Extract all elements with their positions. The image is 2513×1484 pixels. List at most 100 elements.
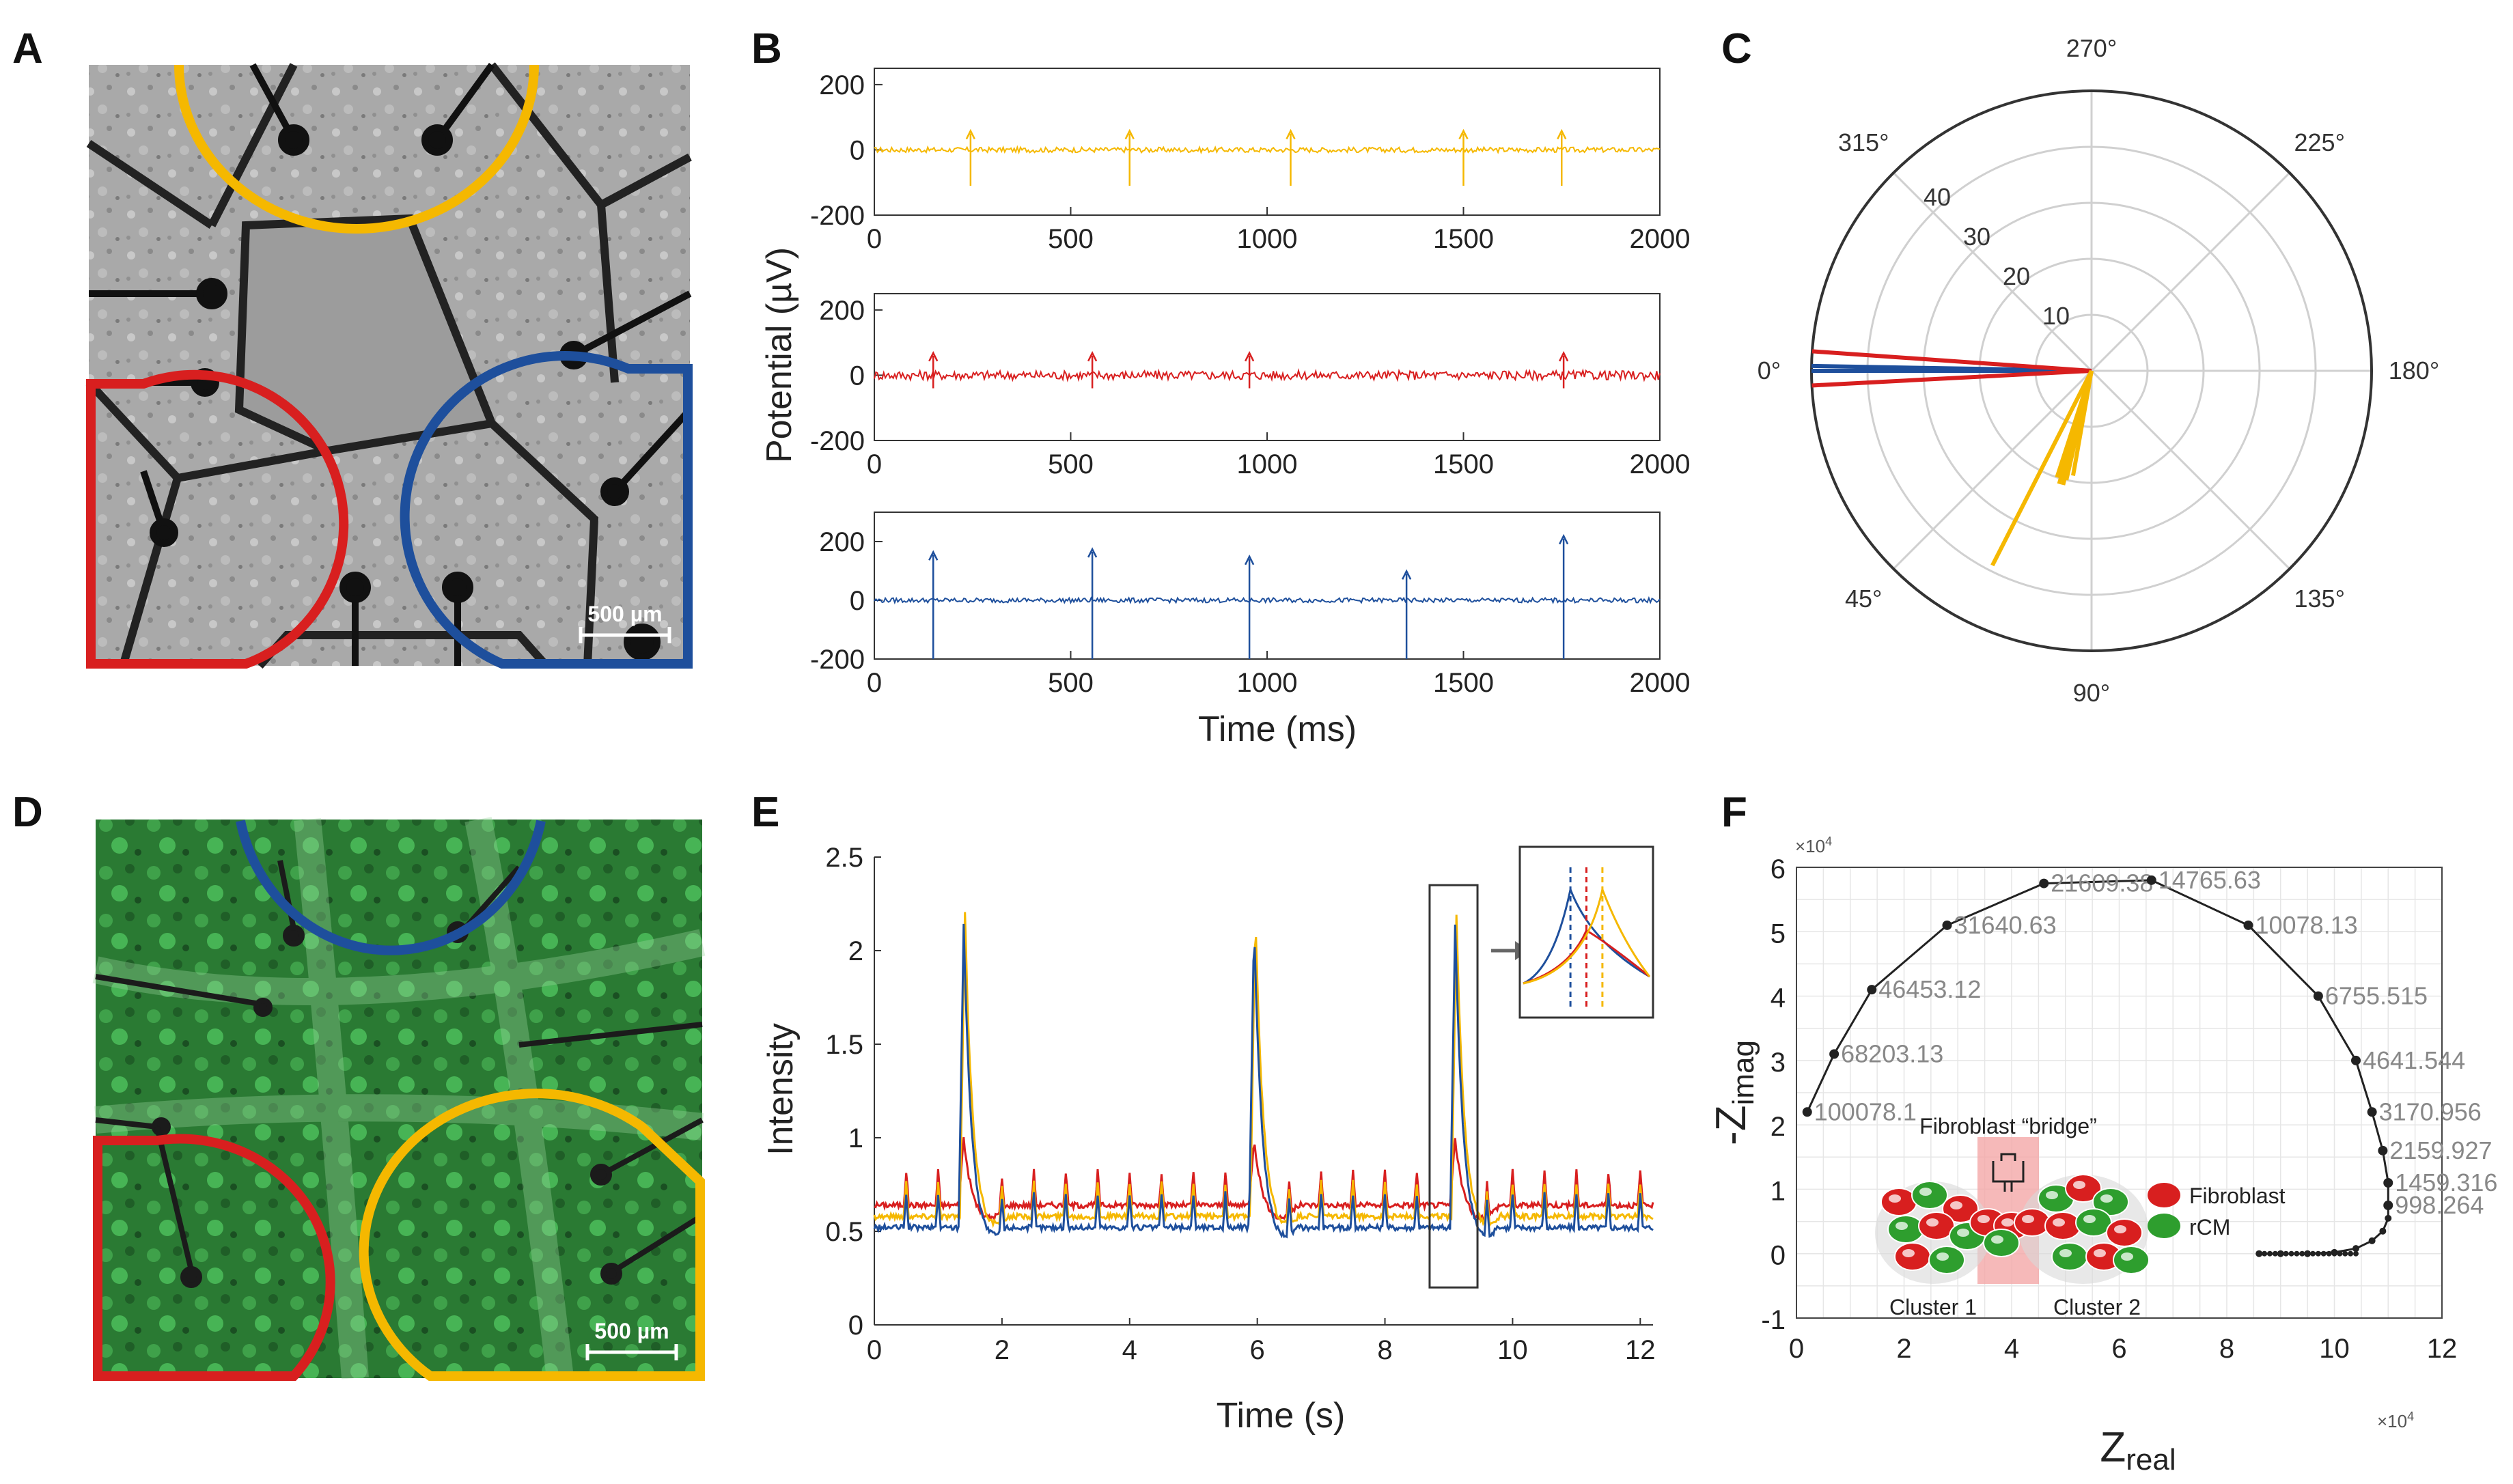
panel-label-e: E: [751, 789, 779, 836]
panel-c-angle-label: 0°: [1758, 356, 1781, 384]
panel-e-xtick-label: 4: [1122, 1335, 1137, 1365]
panel-f-fibroblast-cell: [2014, 1208, 2051, 1237]
panel-b-xtick-label: 1500: [1433, 224, 1494, 254]
panel-f-rcm-cell: [2113, 1246, 2150, 1274]
panel-f-xtick-label: 10: [2319, 1334, 2350, 1364]
panel-f-ytick-label: 1: [1771, 1176, 1786, 1206]
panel-f-xtick-label: 0: [1789, 1334, 1804, 1364]
panel-f-point: [1802, 1107, 1812, 1117]
panel-f-ytick-label: -1: [1761, 1305, 1786, 1335]
panel-f-point-label: 2159.927: [2389, 1136, 2492, 1164]
panel-b-spike-marker: [1458, 128, 1469, 140]
panel-b-spike-marker: [1245, 350, 1255, 362]
panel-f-xtick-label: 6: [2111, 1334, 2126, 1364]
panel-e-inset-trace: [1523, 886, 1650, 985]
panel-b-chart: Potential (µV) Time (ms) 2000-2000 500 100…: [760, 68, 1690, 749]
panel-e-ytick-label: 1: [848, 1123, 863, 1153]
panel-e-xlabel: Time (s): [1217, 1396, 1346, 1436]
panel-f-fibroblast-cell: [2044, 1212, 2081, 1240]
panel-c-vector: [1990, 369, 2094, 567]
panel-e-xtick-label: 12: [1625, 1335, 1656, 1365]
panel-f-rcm-cell: [2092, 1188, 2129, 1216]
panel-f-point: [2299, 1250, 2305, 1257]
panel-b-trace: [874, 368, 1661, 382]
panel-f-point-label: 4641.544: [2363, 1046, 2465, 1074]
panel-f-x-exponent-base: ×10: [2377, 1411, 2407, 1431]
panel-f-xtick-label: 4: [2004, 1334, 2019, 1364]
panel-f-xtick-label: 12: [2427, 1334, 2458, 1364]
panel-f-x-exponent-power: 4: [2407, 1410, 2414, 1423]
panel-f-point: [2313, 991, 2323, 1001]
panel-b-trace: [874, 145, 1661, 155]
panel-b-xtick-label: 500: [1048, 668, 1094, 698]
panel-f-point: [2331, 1250, 2337, 1257]
panel-f-point: [2262, 1250, 2268, 1257]
panel-f-point: [1867, 985, 1877, 995]
panel-f-point: [2337, 1250, 2343, 1257]
panel-b-xtick-label: 0: [867, 668, 882, 698]
panel-c-angle-label: 225°: [2294, 128, 2345, 156]
panel-c-angle-label: 270°: [2066, 34, 2117, 62]
panel-f-cell-highlight: [1896, 1222, 1908, 1230]
panel-b-ytick-label: 0: [850, 586, 865, 616]
panel-f-point: [2256, 1250, 2262, 1257]
panel-d-micrograph: 500 µm: [92, 817, 706, 1381]
panel-f-ytick-label: 2: [1771, 1112, 1786, 1142]
panel-f-frame: [1796, 867, 2443, 1319]
panel-e-zoom-box: [1428, 884, 1479, 1289]
panel-b-xtick-label: 2000: [1630, 668, 1691, 698]
panel-c-radial-tick: 40: [1924, 183, 1951, 211]
panel-f-fibroblast-cell: [2106, 1218, 2143, 1247]
panel-b-subplot-frame: [874, 68, 1661, 216]
panel-f-ylabel-main: -Z: [1708, 1105, 1755, 1145]
panel-b-xtick-label: 0: [867, 224, 882, 254]
panel-f-point: [2272, 1250, 2278, 1257]
panel-f-rcm-cell: [2051, 1242, 2088, 1271]
panel-e-xtick-label: 0: [867, 1335, 882, 1365]
panel-f-xtick-label: 8: [2219, 1334, 2234, 1364]
panel-f-y-exponent-power: 4: [1825, 835, 1832, 848]
panel-f-ytick-label: 3: [1771, 1048, 1786, 1078]
panel-f-point: [2379, 1227, 2387, 1235]
panel-c-angle-label: 90°: [2073, 679, 2110, 707]
panel-f-bridge-label: Fibroblast “bridge”: [1919, 1114, 2097, 1138]
panel-c-vector: [1811, 363, 2092, 373]
panel-f-point: [2288, 1250, 2294, 1257]
panel-f-point: [2146, 875, 2156, 885]
panel-f-cell-highlight: [2053, 1218, 2065, 1227]
panel-c-angle-label: 180°: [2389, 356, 2439, 384]
panel-f-point: [2294, 1250, 2300, 1257]
panel-b-spike-marker: [1559, 350, 1569, 362]
panel-c-polar: 270° 225° 180° 135° 90° 45° 0° 315° 10 20 30 40: [1758, 34, 2439, 707]
panel-f-ytick-label: 5: [1771, 919, 1786, 949]
panel-f-cluster2-label: Cluster 2: [2053, 1295, 2141, 1319]
panel-e-ytick-label: 2.5: [825, 843, 863, 873]
panel-e-ytick-label: 1.5: [825, 1030, 863, 1060]
panel-b-xlabel: Time (ms): [1198, 710, 1357, 749]
panel-f-xlabel-sub: real: [2126, 1443, 2176, 1476]
panel-b-spike-marker: [928, 550, 939, 561]
panel-b-spike-marker: [965, 128, 975, 140]
panel-f-xlabel-main: Z: [2100, 1424, 2126, 1471]
panel-e-chart: Intensity Time (s) 0 0.5 1 1.5 2 2.5 0 2 4 6 8 10 12: [761, 843, 1656, 1436]
panel-f-point: [1829, 1049, 1839, 1059]
panel-f-cell-highlight: [2100, 1194, 2113, 1203]
panel-b-subplot-frame: [874, 293, 1661, 441]
panel-e-ytick-label: 0.5: [825, 1217, 863, 1247]
panel-b-spike-marker: [1559, 533, 1569, 545]
panel-b-ytick-label: 200: [819, 527, 865, 557]
panel-f-xlabel: Zreal: [2100, 1424, 2176, 1476]
panel-e-xtick-label: 2: [995, 1335, 1010, 1365]
panel-f-point: [2378, 1145, 2388, 1156]
panel-b-xtick-label: 2000: [1630, 224, 1691, 254]
panel-b-spike-marker: [1087, 547, 1098, 558]
panel-f-point: [2315, 1250, 2321, 1257]
panel-c-angle-label: 135°: [2294, 585, 2345, 613]
panel-c-vector: [1811, 369, 2092, 388]
panel-f-legend-fibroblast-swatch: [2148, 1183, 2180, 1207]
panel-f-point: [2039, 878, 2049, 888]
panel-f-legend-rcm-swatch: [2148, 1214, 2180, 1238]
panel-label-b: B: [751, 25, 782, 72]
panel-e-trace: [873, 923, 1654, 1239]
panel-b-xtick-label: 0: [867, 449, 882, 479]
